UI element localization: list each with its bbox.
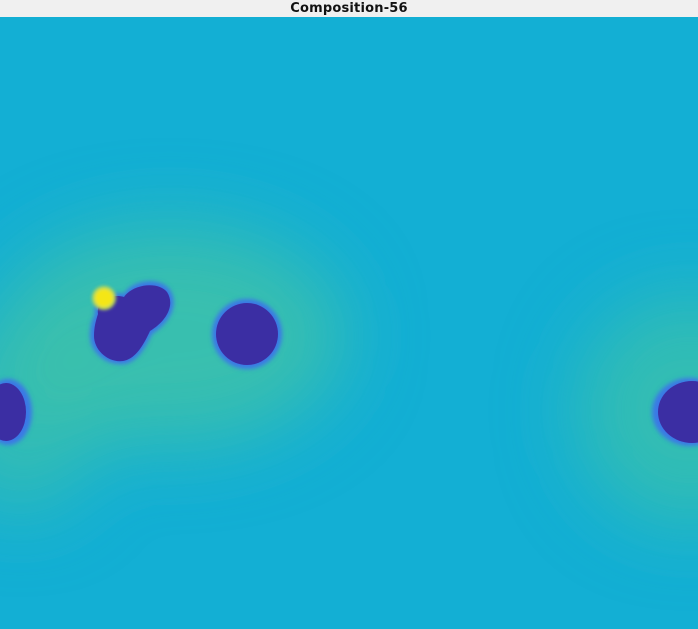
halo-left-edge (0, 323, 100, 513)
round-blob (216, 303, 278, 365)
right-edge-blob (658, 381, 698, 443)
image-canvas (0, 18, 698, 629)
window-title: Composition-56 (290, 1, 408, 16)
field-plot (0, 18, 698, 629)
title-bar: Composition-56 (0, 0, 698, 17)
left-edge-blob (0, 383, 26, 441)
halo-group (0, 226, 698, 525)
spot-group (92, 286, 116, 310)
halo-right-edge (575, 295, 698, 525)
yellow-spot (95, 289, 113, 307)
